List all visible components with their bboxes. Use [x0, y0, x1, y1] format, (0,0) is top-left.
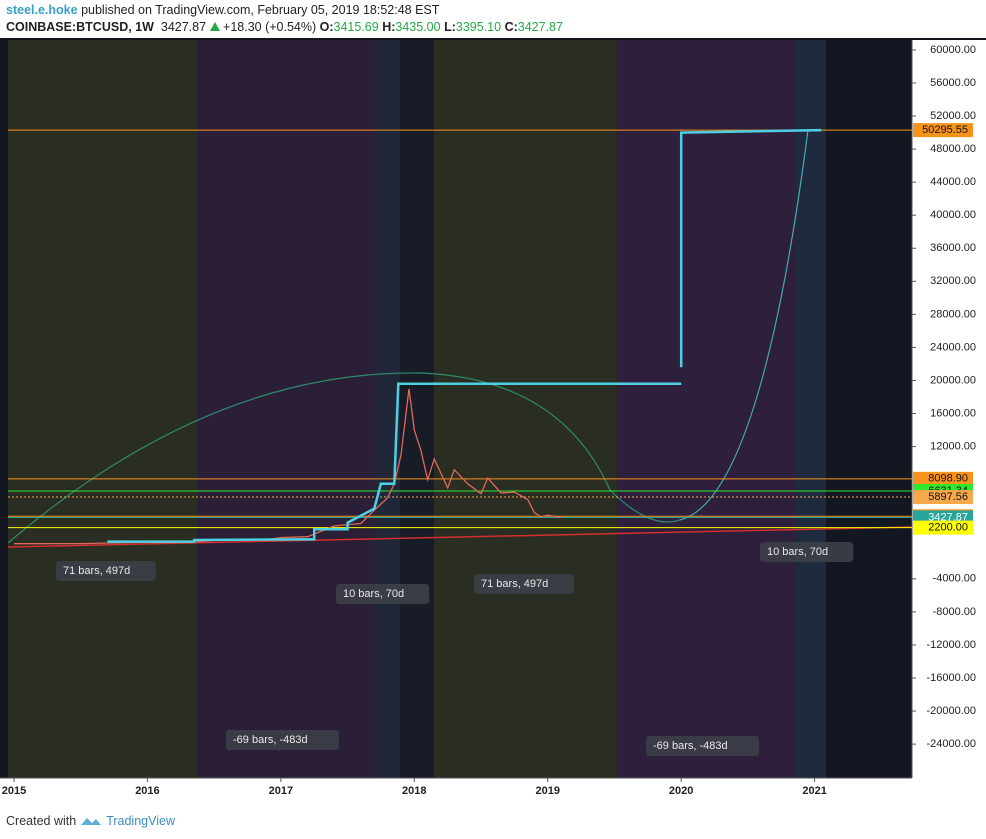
- x-tick-label: 2019: [535, 785, 559, 797]
- y-tick-label: 40000.00: [930, 209, 976, 221]
- header-line-2: COINBASE:BTCUSD, 1W 3427.87 +18.30 (+0.5…: [6, 19, 563, 36]
- last: 3427.87: [160, 20, 207, 34]
- annotation-box: [474, 574, 574, 594]
- y-tick-label: -8000.00: [933, 606, 976, 618]
- chart: 60000.00 56000.00 52000.00 48000.00 44000.00…: [0, 38, 986, 808]
- x-tick-label: 2015: [2, 785, 26, 797]
- x-tick-label: 2018: [402, 785, 426, 797]
- price-line: [107, 382, 682, 543]
- header: steel.e.hoke published on TradingView.co…: [6, 2, 563, 36]
- y-tick-label: 20000.00: [930, 374, 976, 386]
- x-tick-label: 2020: [669, 785, 693, 797]
- l-label: L:: [444, 20, 456, 34]
- y-tick-label: -12000.00: [926, 639, 976, 651]
- annotation: -69 bars, -483d: [233, 734, 308, 746]
- y-tick-label: 60000.00: [930, 44, 976, 56]
- y-tick-label: 52000.00: [930, 110, 976, 122]
- x-tick-label: 2017: [269, 785, 293, 797]
- zone: [434, 40, 617, 778]
- zone: [8, 40, 197, 778]
- plot: 60000.00 56000.00 52000.00 48000.00 44000.00…: [2, 44, 976, 797]
- zones: [0, 40, 986, 808]
- annotation-box: [760, 542, 854, 562]
- y-tick-label: 36000.00: [930, 242, 976, 254]
- price-label-box: [913, 520, 973, 535]
- symbol: COINBASE:BTCUSD, 1W: [6, 20, 154, 34]
- published: published on TradingView.com, February 0…: [81, 3, 440, 17]
- c: 3427.87: [517, 20, 563, 34]
- price-label: 50295.55: [922, 124, 968, 136]
- y-tick-label: 24000.00: [930, 341, 976, 353]
- o-label: O:: [319, 20, 334, 34]
- time-axis: [0, 778, 986, 808]
- price-line: [679, 128, 822, 368]
- h: 3435.00: [395, 20, 441, 34]
- author: steel.e.hoke: [6, 3, 78, 17]
- price-label: 5897.56: [928, 491, 968, 503]
- x-tick-label: 2016: [135, 785, 159, 797]
- price-label-box: [913, 123, 973, 138]
- price-label: 3427.87: [928, 511, 968, 523]
- y-tick-label: -20000.00: [926, 705, 976, 717]
- price-label: 8098.90: [928, 473, 968, 485]
- y-tick-label: 48000.00: [930, 143, 976, 155]
- footer-brand: TradingView: [106, 814, 175, 828]
- annotation-box: [336, 584, 430, 604]
- o: 3415.69: [333, 20, 379, 34]
- price-label: 2200.00: [928, 521, 968, 533]
- annotation: 71 bars, 497d: [481, 578, 548, 590]
- footer: Created with TradingView: [6, 814, 175, 828]
- trend-line: [7, 526, 913, 548]
- price-label-box: [913, 471, 973, 486]
- y-tick-label: 12000.00: [930, 441, 976, 453]
- price-label-box: [913, 490, 973, 505]
- annotation: 71 bars, 497d: [63, 565, 130, 577]
- y-tick-label: -16000.00: [926, 672, 976, 684]
- zone: [400, 40, 434, 778]
- annotation: 10 bars, 70d: [767, 546, 828, 558]
- c-label: C:: [504, 20, 518, 34]
- zone: [375, 40, 400, 778]
- l: 3395.10: [455, 20, 502, 34]
- y-tick-label: 56000.00: [930, 77, 976, 89]
- annotation: 10 bars, 70d: [343, 588, 404, 600]
- y-tick-label: -24000.00: [926, 738, 976, 750]
- y-tick-label: 32000.00: [930, 275, 976, 287]
- annotation: -69 bars, -483d: [653, 740, 728, 752]
- y-tick-label: 28000.00: [930, 308, 976, 320]
- annotation-box: [226, 730, 339, 750]
- zone: [197, 40, 375, 778]
- x-tick-label: 2021: [802, 785, 826, 797]
- up-arrow: [209, 22, 220, 31]
- footer-text: Created with: [6, 814, 77, 828]
- y-tick-label: 44000.00: [930, 176, 976, 188]
- y-tick-label: -4000.00: [933, 573, 976, 585]
- logo: [81, 818, 102, 825]
- annotation-box: [646, 736, 759, 756]
- price-axis: [912, 40, 986, 778]
- zone: [617, 40, 795, 778]
- annotation-box: [56, 561, 156, 581]
- projection-curve: [679, 129, 809, 521]
- y-tick-label: 16000.00: [930, 407, 976, 419]
- zone: [795, 40, 826, 778]
- header-line-1: steel.e.hoke published on TradingView.co…: [6, 2, 563, 19]
- h-label: H:: [382, 20, 396, 34]
- change: +18.30 (+0.54%): [223, 20, 317, 34]
